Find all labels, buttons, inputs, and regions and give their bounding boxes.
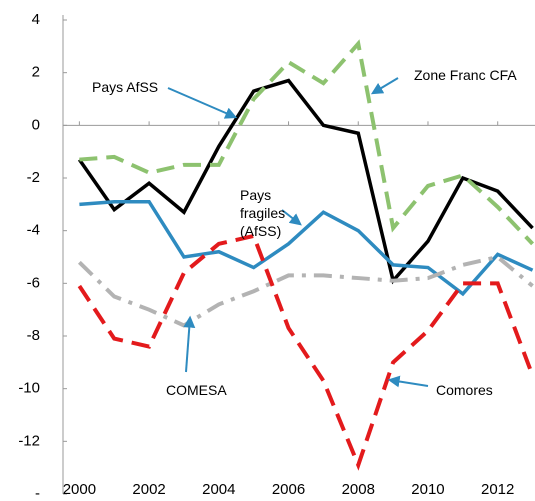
y-tick-label: -10 xyxy=(18,380,40,397)
series-line xyxy=(77,233,535,471)
y-tick-label: -6 xyxy=(27,274,40,291)
series-label: Pays fragiles (AfSS) xyxy=(240,187,286,239)
x-tick-label: 2006 xyxy=(272,481,305,498)
series-label: Comores xyxy=(436,382,493,398)
arrow xyxy=(370,77,399,95)
y-tick-label: - xyxy=(35,485,40,501)
x-tick-label: 2004 xyxy=(202,481,235,498)
series-label: Pays AfSS xyxy=(92,79,159,95)
x-tick-label: 2008 xyxy=(342,481,375,498)
arrow xyxy=(387,375,429,388)
y-tick-label: -8 xyxy=(27,327,40,344)
y-tick-label: 2 xyxy=(32,64,40,81)
arrow xyxy=(167,87,238,119)
x-tick-label: 2000 xyxy=(63,481,96,498)
x-tick-label: 2012 xyxy=(481,481,514,498)
y-tick-label: -12 xyxy=(18,432,40,449)
y-tick-label: -2 xyxy=(27,169,40,186)
x-tick-label: 2002 xyxy=(132,481,165,498)
series-label: COMESA xyxy=(166,382,227,398)
series-line xyxy=(79,199,534,297)
arrows xyxy=(167,77,429,388)
series-line xyxy=(77,78,534,285)
arrow xyxy=(281,209,302,226)
series-label: Zone Franc CFA xyxy=(414,67,517,83)
y-tick-label: 4 xyxy=(32,11,40,28)
arrow xyxy=(183,315,196,373)
x-tick-label: 2010 xyxy=(411,481,444,498)
plot: - -12 -10 -8 -6 -4 -2 0 2 4 2000 2002 2004 2006 2008 20… xyxy=(18,11,535,501)
series-line xyxy=(79,39,535,246)
y-tick-label: -4 xyxy=(27,222,40,239)
y-tick-label: 0 xyxy=(32,116,40,133)
series-line xyxy=(77,254,534,328)
